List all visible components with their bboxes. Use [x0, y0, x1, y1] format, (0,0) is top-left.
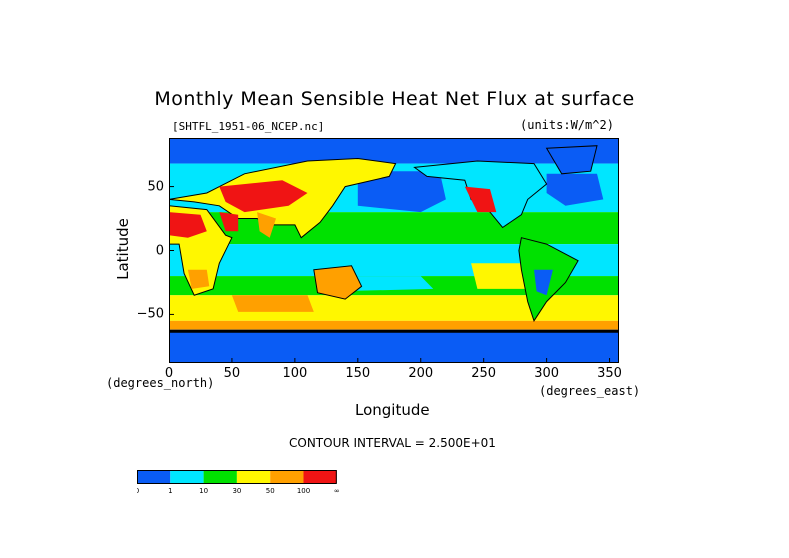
legend-label: 1	[168, 487, 172, 495]
amazon-cool	[534, 269, 553, 296]
tasman-patch	[357, 299, 427, 315]
x-axis-title: Longitude	[355, 401, 430, 419]
x-unit-label: (degrees_east)	[539, 384, 641, 398]
file-label: [SHTFL_1951-06_NCEP.nc]	[172, 120, 325, 133]
legend-swatch	[236, 470, 271, 483]
x-tick-label: 0	[164, 366, 174, 381]
x-tick-label: 250	[471, 366, 497, 381]
flux-map	[169, 138, 619, 363]
antarctic-band	[169, 329, 619, 363]
x-tick-label: 50	[223, 366, 241, 381]
x-tick-label: 100	[282, 366, 308, 381]
units-label: (units:W/m^2)	[520, 118, 614, 132]
y-unit-label: (degrees_north)	[106, 376, 215, 390]
y-tick-label: 0	[155, 243, 164, 258]
southern-frontal-band	[169, 320, 619, 330]
x-tick-label: 350	[597, 366, 622, 381]
legend-label: 0	[137, 487, 139, 495]
sahara-hot	[169, 212, 207, 238]
greenland-shape	[545, 145, 598, 175]
y-tick-label: −50	[136, 306, 164, 322]
legend-swatch	[137, 470, 171, 483]
legend-label: 10	[199, 487, 208, 495]
legend-frame	[137, 470, 337, 484]
legend-label: 30	[232, 487, 241, 495]
india-warm	[257, 212, 276, 238]
color-legend: 0 1 10 30 50 100 ∞	[137, 470, 340, 495]
chart-title: Monthly Mean Sensible Heat Net Flux at s…	[154, 88, 635, 110]
x-tick-label: 150	[345, 366, 371, 381]
north-pacific-patch	[357, 171, 446, 213]
legend-label: 100	[297, 487, 310, 495]
australia-shape	[313, 265, 363, 300]
legend-swatch	[170, 470, 204, 483]
antarctic-contour-edge	[169, 329, 619, 333]
legend-swatch	[270, 470, 304, 483]
y-axis-title: Latitude	[113, 218, 132, 280]
legend-label: ∞	[334, 487, 340, 495]
x-tick-label: 200	[408, 366, 434, 381]
southeast-pacific-patch	[471, 263, 528, 289]
indian-ocean-patch	[231, 295, 314, 312]
legend-label: 50	[266, 487, 275, 495]
central-asia-hot	[219, 180, 308, 213]
north-atlantic-patch	[546, 173, 604, 206]
arctic-band	[169, 138, 619, 164]
contour-interval-label: CONTOUR INTERVAL = 2.500E+01	[289, 436, 496, 450]
legend-swatch	[303, 470, 337, 483]
y-tick-label: 50	[147, 179, 164, 195]
western-us-hot	[464, 186, 497, 213]
legend-swatch	[203, 470, 237, 483]
x-tick-label: 300	[534, 366, 560, 381]
southern-africa-warm	[187, 269, 210, 289]
